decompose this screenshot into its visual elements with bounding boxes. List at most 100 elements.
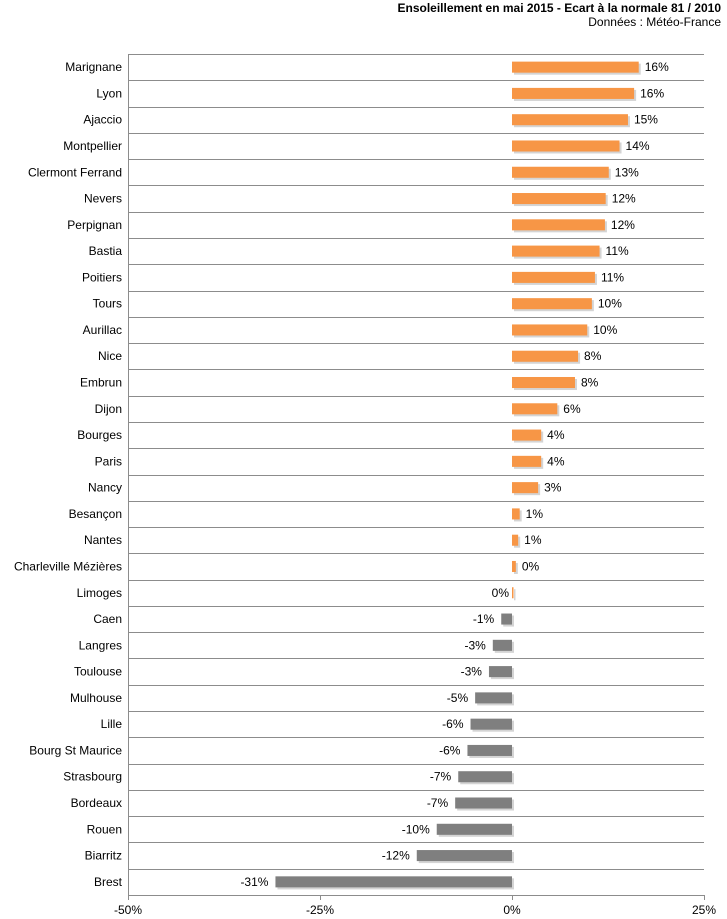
x-tick-label: 25% bbox=[692, 903, 716, 917]
bar bbox=[512, 298, 592, 310]
bar bbox=[458, 771, 512, 783]
value-label: -10% bbox=[402, 822, 430, 836]
category-label: Paris bbox=[95, 454, 122, 468]
category-label: Nevers bbox=[84, 192, 122, 206]
bar bbox=[470, 718, 512, 730]
value-label: 4% bbox=[547, 428, 565, 442]
value-label: -7% bbox=[427, 796, 449, 810]
bar-shadow bbox=[514, 562, 518, 575]
bar bbox=[512, 508, 520, 520]
bar bbox=[512, 271, 595, 283]
bar bbox=[512, 429, 542, 441]
value-label: -6% bbox=[439, 743, 461, 757]
bar bbox=[416, 850, 512, 862]
category-label: Biarritz bbox=[85, 849, 122, 863]
bar bbox=[436, 823, 512, 835]
bar-shadow bbox=[514, 589, 516, 601]
bar bbox=[512, 403, 558, 415]
bar bbox=[512, 534, 519, 546]
bar bbox=[467, 744, 512, 756]
category-label: Brest bbox=[94, 875, 123, 889]
category-label: Nancy bbox=[88, 481, 122, 495]
value-label: 15% bbox=[634, 113, 658, 127]
value-label: 11% bbox=[601, 270, 624, 284]
bar bbox=[275, 876, 512, 888]
value-label: 12% bbox=[611, 218, 635, 232]
category-label: Besançon bbox=[69, 507, 122, 521]
value-label: -7% bbox=[430, 770, 452, 784]
category-label: Marignane bbox=[65, 60, 122, 74]
category-label: Ajaccio bbox=[83, 113, 122, 127]
category-label: Embrun bbox=[80, 376, 122, 390]
bar bbox=[512, 560, 516, 573]
value-label: 11% bbox=[606, 244, 629, 258]
bar bbox=[512, 61, 639, 73]
value-label: 10% bbox=[593, 323, 617, 337]
bar bbox=[512, 350, 579, 362]
value-label: 1% bbox=[526, 507, 544, 521]
category-label: Bourges bbox=[77, 428, 122, 442]
bar bbox=[488, 666, 512, 678]
bar bbox=[512, 114, 628, 126]
value-label: 10% bbox=[598, 297, 622, 311]
chart-title: Ensoleillement en mai 2015 - Ecart à la … bbox=[397, 1, 722, 15]
bar bbox=[512, 376, 575, 389]
category-label: Lyon bbox=[96, 86, 122, 100]
bar bbox=[492, 639, 512, 651]
bar bbox=[512, 166, 609, 178]
x-tick-label: -25% bbox=[306, 903, 334, 917]
chart-subtitle: Données : Météo-France bbox=[588, 15, 721, 29]
category-label: Bourg St Maurice bbox=[29, 743, 122, 757]
bar bbox=[512, 324, 588, 336]
category-label: Clermont Ferrand bbox=[28, 165, 122, 179]
x-tick-label: 0% bbox=[503, 903, 521, 917]
category-label: Charleville Mézières bbox=[14, 559, 122, 573]
bars bbox=[275, 61, 641, 890]
value-label: -1% bbox=[473, 612, 495, 626]
bar bbox=[475, 692, 512, 704]
bar bbox=[512, 482, 539, 494]
value-label: 8% bbox=[581, 376, 599, 390]
bar bbox=[455, 797, 512, 809]
value-label: 16% bbox=[645, 60, 669, 74]
bar bbox=[512, 245, 600, 257]
value-label: -5% bbox=[447, 691, 469, 705]
value-label: 16% bbox=[640, 86, 664, 100]
bar bbox=[512, 140, 620, 152]
value-label: -3% bbox=[464, 638, 486, 652]
category-label: Lille bbox=[101, 717, 123, 731]
category-label: Toulouse bbox=[74, 665, 122, 679]
labels: -50% -25% 0% 25% Marignane 16% Lyon 16% Ajaccio 1… bbox=[14, 60, 716, 917]
category-label: Strasbourg bbox=[63, 770, 122, 784]
category-label: Langres bbox=[79, 638, 122, 652]
x-tick-label: -50% bbox=[114, 903, 142, 917]
value-label: 4% bbox=[547, 454, 565, 468]
category-label: Poitiers bbox=[82, 270, 122, 284]
value-label: -31% bbox=[240, 875, 268, 889]
category-label: Bordeaux bbox=[71, 796, 122, 810]
category-label: Rouen bbox=[87, 822, 122, 836]
category-label: Caen bbox=[93, 612, 122, 626]
category-label: Dijon bbox=[95, 402, 122, 416]
bar bbox=[512, 193, 606, 205]
category-label: Nantes bbox=[84, 533, 122, 547]
grid-lines bbox=[128, 54, 705, 900]
bar bbox=[501, 613, 512, 625]
value-label: 0% bbox=[492, 586, 510, 600]
value-label: 8% bbox=[584, 349, 602, 363]
value-label: 13% bbox=[615, 165, 639, 179]
value-label: 3% bbox=[544, 481, 562, 495]
value-label: 12% bbox=[612, 192, 636, 206]
value-label: 1% bbox=[524, 533, 542, 547]
bar bbox=[512, 455, 542, 467]
category-label: Nice bbox=[98, 349, 122, 363]
value-label: 0% bbox=[522, 559, 540, 573]
value-label: -6% bbox=[442, 717, 464, 731]
value-label: -3% bbox=[461, 665, 483, 679]
category-label: Aurillac bbox=[83, 323, 122, 337]
bar bbox=[512, 219, 605, 231]
category-label: Bastia bbox=[89, 244, 123, 258]
category-label: Limoges bbox=[77, 586, 122, 600]
value-label: -12% bbox=[382, 849, 410, 863]
